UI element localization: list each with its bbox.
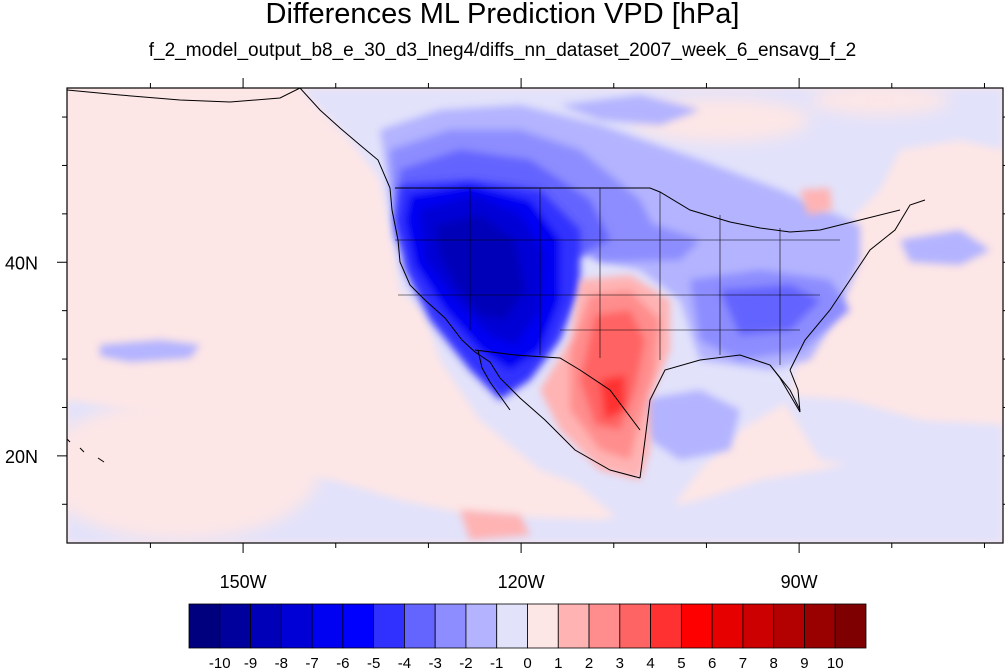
colorbar-box <box>804 603 836 649</box>
axis-ticks <box>57 78 1005 553</box>
x-tick-label: 90W <box>781 572 818 592</box>
colorbar-label: 4 <box>646 655 654 672</box>
field-red <box>460 188 832 540</box>
colorbar-box <box>373 603 405 649</box>
baja-peninsula <box>477 349 511 411</box>
colorbar-label: -7 <box>305 655 318 672</box>
colorbar-box <box>280 603 313 649</box>
plot-frame <box>66 87 1004 544</box>
colorbar-label: 9 <box>800 655 808 672</box>
us-mexico-border <box>474 349 641 431</box>
map-field <box>67 88 1003 543</box>
colorbar-box <box>650 603 682 649</box>
colorbar-label: -9 <box>244 655 257 672</box>
map-subtitle: f_2_model_output_b8_e_30_d3_lneg4/diffs_… <box>148 40 857 61</box>
colorbar-box <box>773 603 805 649</box>
colorbar-box <box>588 603 621 649</box>
colorbar-label: -5 <box>367 655 380 672</box>
colorbar-box <box>342 603 375 649</box>
colorbar-label: -10 <box>209 655 231 672</box>
colorbar-box <box>219 603 251 649</box>
colorbar-box <box>680 603 713 649</box>
colorbar-label: -2 <box>459 655 472 672</box>
colorbar-box <box>496 603 528 649</box>
colorbar-label: 0 <box>523 655 531 672</box>
colorbar-box <box>250 603 282 649</box>
colorbar-label: 10 <box>827 655 844 672</box>
colorbar-label: 5 <box>677 655 685 672</box>
colorbar-label: 7 <box>739 655 747 672</box>
coastline-east <box>789 199 926 371</box>
colorbar <box>188 603 867 649</box>
colorbar-labels: -10 -9 -8 -7 -6 -5 -4 -3 -2 -1 0 1 2 3 4 5 6 7 8 9 10 <box>209 655 844 672</box>
alaska-outline <box>67 88 301 103</box>
map-title: Differences ML Prediction VPD [hPa] <box>265 0 740 30</box>
florida <box>769 364 801 413</box>
colorbar-label: 8 <box>770 655 778 672</box>
gulf-coast <box>639 354 801 479</box>
mexico-coast <box>499 377 641 479</box>
colorbar-box <box>619 603 651 649</box>
y-tick-label: 20N <box>5 447 38 467</box>
y-tick-label: 40N <box>5 253 38 273</box>
colorbar-box <box>557 603 590 649</box>
colorbar-box <box>742 603 775 649</box>
field-blue-strong <box>395 180 580 400</box>
colorbar-label: 2 <box>585 655 593 672</box>
us-canada-border <box>395 187 901 233</box>
colorbar-box <box>834 603 867 649</box>
axis-labels: 150W 120W 90W 40N 20N <box>5 253 818 592</box>
colorbar-label: -1 <box>490 655 503 672</box>
colorbar-label: -4 <box>398 655 411 672</box>
colorbar-label: 1 <box>554 655 562 672</box>
colorbar-label: 3 <box>616 655 624 672</box>
hawaii <box>67 438 105 463</box>
colorbar-label: -8 <box>275 655 288 672</box>
colorbar-box <box>527 603 559 649</box>
x-tick-label: 150W <box>220 572 267 592</box>
colorbar-label: -3 <box>429 655 442 672</box>
x-tick-label: 120W <box>498 572 545 592</box>
colorbar-label: -6 <box>336 655 349 672</box>
canada-coast <box>299 88 391 189</box>
state-lines <box>395 188 840 365</box>
colorbar-box <box>465 603 498 649</box>
colorbar-box <box>404 603 436 649</box>
coastline-west <box>389 187 501 379</box>
colorbar-box <box>434 603 467 649</box>
colorbar-label: 6 <box>708 655 716 672</box>
map-outlines <box>67 88 926 479</box>
colorbar-box <box>711 603 744 649</box>
colorbar-box <box>188 603 221 649</box>
colorbar-box <box>311 603 344 649</box>
